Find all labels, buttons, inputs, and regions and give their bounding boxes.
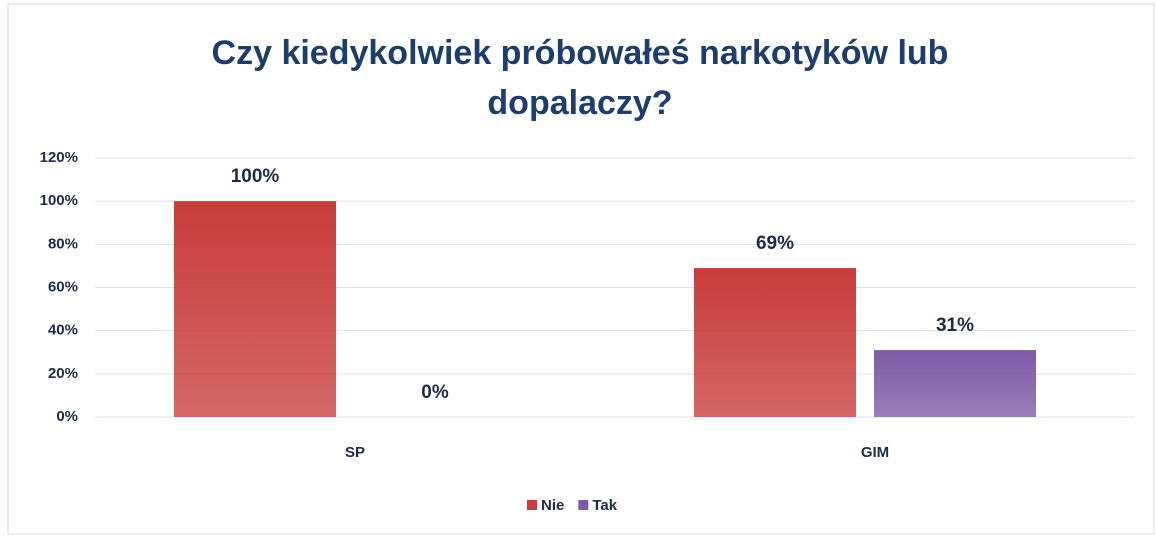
bar [874, 350, 1036, 417]
chart-title: Czy kiedykolwiek próbowałeś narkotyków l… [211, 34, 949, 122]
bar [174, 201, 336, 417]
y-tick-label: 20% [48, 365, 78, 382]
value-label: 0% [421, 382, 449, 403]
y-tick-label: 100% [40, 192, 78, 209]
y-tick-label: 60% [48, 278, 78, 295]
value-label: 100% [231, 166, 280, 187]
legend-label: Nie [541, 497, 564, 514]
value-label: 69% [756, 233, 794, 254]
y-tick-label: 120% [40, 149, 78, 166]
y-tick-label: 40% [48, 322, 78, 339]
chart-border [7, 3, 1155, 535]
legend-swatch [527, 500, 537, 510]
bar [694, 268, 856, 417]
y-tick-label: 80% [48, 235, 78, 252]
value-label: 31% [936, 315, 974, 336]
x-tick-label: GIM [861, 444, 889, 461]
y-tick-label: 0% [56, 408, 78, 425]
legend-swatch [578, 500, 589, 510]
legend-label: Tak [592, 497, 617, 514]
x-tick-label: SP [345, 444, 365, 461]
